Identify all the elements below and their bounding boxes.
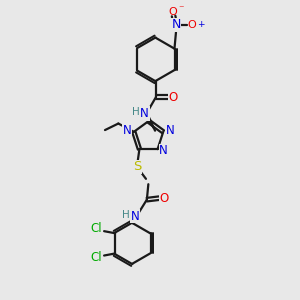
- Text: O: O: [168, 7, 177, 17]
- Text: S: S: [133, 160, 141, 173]
- Text: N: N: [159, 144, 168, 157]
- Text: N: N: [123, 124, 132, 137]
- Text: Cl: Cl: [90, 251, 102, 264]
- Text: O: O: [187, 20, 196, 30]
- Text: N: N: [130, 209, 139, 223]
- Text: O: O: [169, 91, 178, 103]
- Text: N: N: [140, 107, 149, 120]
- Text: H: H: [132, 107, 140, 117]
- Text: ⁻: ⁻: [178, 4, 184, 14]
- Text: N: N: [171, 18, 181, 32]
- Text: Cl: Cl: [90, 222, 102, 235]
- Text: N: N: [165, 124, 174, 137]
- Text: O: O: [160, 192, 169, 205]
- Text: +: +: [196, 20, 204, 29]
- Text: H: H: [122, 209, 130, 220]
